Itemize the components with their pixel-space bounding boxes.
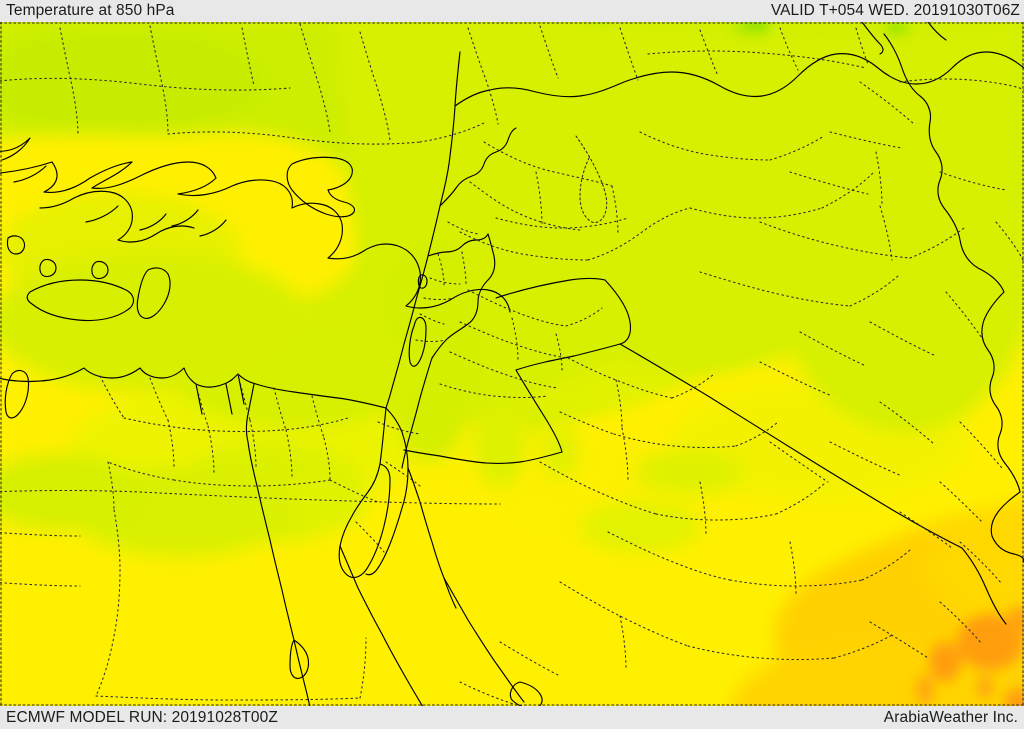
country-borders-layer [0,22,1024,706]
band-chartreuse-levant [0,22,1024,557]
jordan-israel-arava [401,357,433,469]
map-canvas [0,22,1024,706]
band-orange-cores [916,606,1024,706]
north-turkey-border [861,22,947,55]
footer-bar: ECMWF MODEL RUN: 20191028T00Z ArabiaWeat… [0,706,1024,729]
jordan-iraq-saudi-border [515,343,621,453]
dead-sea [408,316,427,367]
jordan-saudi-border [403,449,563,465]
suez-canal [379,407,387,465]
red-sea-west-coast [339,545,424,706]
syria-iraq-border [604,279,632,345]
page-title: Temperature at 850 hPa [6,2,175,19]
turkey-syria-border [454,51,1024,107]
header-bar: Temperature at 850 hPa VALID T+054 WED. … [0,0,1024,22]
sinai-peninsula [365,407,409,576]
egypt-mediterranean-coast [0,367,387,409]
red-sea-east-coast [443,577,543,706]
jordan-syria-border [495,277,606,299]
aegean-coast [0,137,227,243]
iraq-iran-border [883,33,1021,493]
lebanon-israel-border [427,233,489,257]
gulf-of-aqaba [407,467,457,609]
nile-lake-nasser [289,639,310,679]
turkey-coastline [0,161,511,313]
crete-island [26,279,135,322]
model-run-label: ECMWF MODEL RUN: 20191028T00Z [6,709,278,726]
persian-gulf [990,491,1024,563]
temperature-field-svg [0,22,1024,706]
rhodes-island [136,267,171,319]
aegean-small-islands [4,235,109,419]
attribution-label: ArabiaWeather Inc. [883,709,1018,726]
gulf-of-suez [338,463,391,579]
sea-of-galilee [417,274,428,289]
cyprus-island [286,156,356,218]
syria-lebanon-border [439,127,517,207]
valid-time-label: VALID T+054 WED. 20191030T06Z [770,2,1020,19]
iraq-saudi-border [619,343,963,549]
gulf-coast-arabia [961,547,1007,625]
nile-river [247,441,311,706]
admin-boundaries-layer [0,22,1024,706]
